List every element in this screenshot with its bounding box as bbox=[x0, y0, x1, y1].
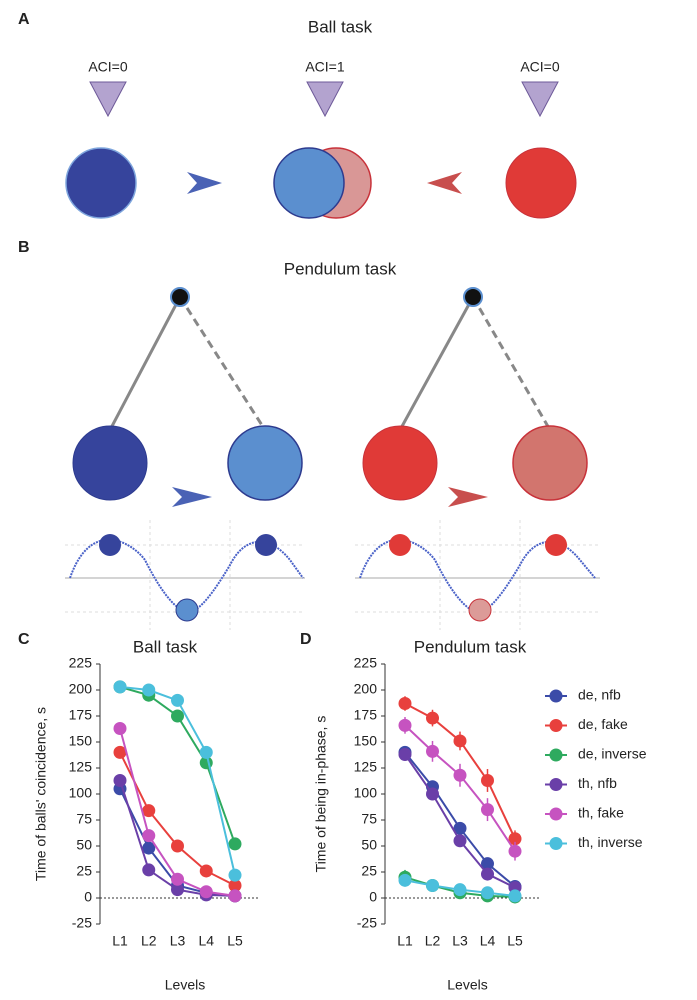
x-tick-label: L4 bbox=[198, 933, 214, 949]
legend-swatch bbox=[550, 778, 563, 791]
legend-swatch bbox=[550, 690, 563, 703]
data-point bbox=[200, 885, 213, 898]
data-point bbox=[481, 803, 494, 816]
data-point bbox=[454, 883, 467, 896]
ball-diagram bbox=[66, 148, 576, 218]
y-tick-label: 75 bbox=[76, 811, 92, 827]
figure: A Ball task ACI=0 ACI=1 ACI=0 B Pendulum… bbox=[0, 0, 697, 995]
series-line bbox=[120, 728, 235, 895]
data-point bbox=[142, 863, 155, 876]
aci-markers bbox=[90, 82, 558, 116]
y-tick-label: 100 bbox=[69, 785, 93, 801]
x-tick-label: L3 bbox=[452, 933, 468, 949]
legend-label: th, nfb bbox=[578, 775, 617, 791]
panel-label: C bbox=[18, 631, 30, 648]
data-point bbox=[142, 684, 155, 697]
x-tick-label: L5 bbox=[227, 933, 243, 949]
y-tick-label: 50 bbox=[76, 837, 92, 853]
y-tick-label: 175 bbox=[69, 707, 93, 723]
legend-swatch bbox=[550, 719, 563, 732]
x-tick-label: L2 bbox=[141, 933, 157, 949]
y-tick-label: 0 bbox=[84, 889, 92, 905]
y-tick-label: 125 bbox=[354, 759, 378, 775]
data-point bbox=[229, 869, 242, 882]
data-point bbox=[114, 680, 127, 693]
data-point bbox=[171, 840, 184, 853]
data-point bbox=[454, 769, 467, 782]
data-point bbox=[114, 774, 127, 787]
y-tick-label: 75 bbox=[361, 811, 377, 827]
data-point bbox=[481, 774, 494, 787]
data-point bbox=[454, 834, 467, 847]
data-point bbox=[142, 829, 155, 842]
y-tick-label: 225 bbox=[354, 655, 378, 671]
y-tick-label: 25 bbox=[76, 863, 92, 879]
legend-label: de, fake bbox=[578, 716, 628, 732]
y-tick-label: 200 bbox=[354, 681, 378, 697]
aci-label: ACI=0 bbox=[520, 59, 560, 75]
data-point bbox=[481, 868, 494, 881]
data-point bbox=[426, 712, 439, 725]
pendulum-diagram bbox=[65, 288, 600, 630]
data-point bbox=[171, 873, 184, 886]
data-point bbox=[229, 889, 242, 902]
chart-title: Pendulum task bbox=[414, 637, 527, 656]
y-tick-label: 125 bbox=[69, 759, 93, 775]
y-tick-label: 150 bbox=[354, 733, 378, 749]
y-tick-label: 175 bbox=[354, 707, 378, 723]
y-tick-label: 200 bbox=[69, 681, 93, 697]
x-tick-label: L1 bbox=[397, 933, 413, 949]
y-tick-label: 150 bbox=[69, 733, 93, 749]
x-tick-label: L2 bbox=[425, 933, 441, 949]
legend-label: de, inverse bbox=[578, 746, 647, 762]
data-point bbox=[399, 719, 412, 732]
data-point bbox=[399, 748, 412, 761]
legend-swatch bbox=[550, 749, 563, 762]
data-point bbox=[426, 788, 439, 801]
y-axis-label: Time of being in-phase, s bbox=[313, 716, 329, 873]
data-point bbox=[399, 874, 412, 887]
legend-label: de, nfb bbox=[578, 687, 621, 703]
legend-swatch bbox=[550, 837, 563, 850]
x-tick-label: L3 bbox=[170, 933, 186, 949]
data-point bbox=[399, 697, 412, 710]
y-tick-label: 25 bbox=[361, 863, 377, 879]
y-axis-label: Time of balls' coincidence, s bbox=[33, 707, 49, 881]
panel-label: D bbox=[300, 631, 312, 648]
data-point bbox=[200, 864, 213, 877]
data-point bbox=[426, 879, 439, 892]
y-tick-label: -25 bbox=[357, 915, 377, 931]
panel-title: Ball task bbox=[308, 17, 373, 36]
panel-label: B bbox=[18, 239, 30, 256]
x-tick-label: L5 bbox=[507, 933, 523, 949]
data-point bbox=[454, 734, 467, 747]
x-axis-label: Levels bbox=[447, 977, 487, 993]
chart-title: Ball task bbox=[133, 637, 198, 656]
data-point bbox=[509, 845, 522, 858]
x-axis-label: Levels bbox=[165, 977, 205, 993]
y-tick-label: 0 bbox=[369, 889, 377, 905]
data-point bbox=[171, 710, 184, 723]
data-point bbox=[426, 745, 439, 758]
y-tick-label: 50 bbox=[361, 837, 377, 853]
panel-title: Pendulum task bbox=[284, 259, 397, 278]
panel-label: A bbox=[18, 11, 30, 28]
aci-label: ACI=1 bbox=[305, 59, 345, 75]
y-tick-label: -25 bbox=[72, 915, 92, 931]
data-point bbox=[509, 889, 522, 902]
aci-label: ACI=0 bbox=[88, 59, 128, 75]
legend-swatch bbox=[550, 808, 563, 821]
data-point bbox=[114, 722, 127, 735]
data-point bbox=[171, 694, 184, 707]
x-tick-label: L4 bbox=[480, 933, 496, 949]
data-point bbox=[481, 886, 494, 899]
series-line bbox=[120, 752, 235, 885]
legend-label: th, fake bbox=[578, 805, 624, 821]
data-point bbox=[200, 746, 213, 759]
data-point bbox=[229, 837, 242, 850]
y-tick-label: 100 bbox=[354, 785, 378, 801]
x-tick-label: L1 bbox=[112, 933, 128, 949]
y-tick-label: 225 bbox=[69, 655, 93, 671]
legend-label: th, inverse bbox=[578, 834, 643, 850]
